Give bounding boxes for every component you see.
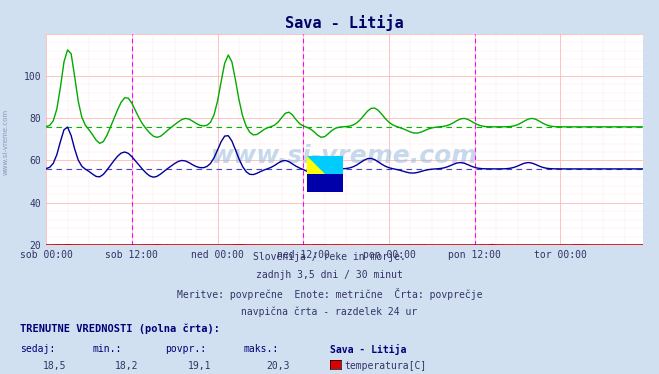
Polygon shape <box>307 156 343 192</box>
Text: temperatura[C]: temperatura[C] <box>344 361 426 371</box>
Text: Slovenija / reke in morje.: Slovenija / reke in morje. <box>253 252 406 263</box>
Text: www.si-vreme.com: www.si-vreme.com <box>2 109 9 175</box>
Text: Meritve: povprečne  Enote: metrične  Črta: povprečje: Meritve: povprečne Enote: metrične Črta:… <box>177 288 482 300</box>
Text: 18,2: 18,2 <box>115 361 138 371</box>
Polygon shape <box>307 156 343 192</box>
Text: sedaj:: sedaj: <box>20 344 55 354</box>
Text: TRENUTNE VREDNOSTI (polna črta):: TRENUTNE VREDNOSTI (polna črta): <box>20 324 219 334</box>
Text: Sava - Litija: Sava - Litija <box>330 344 406 355</box>
Text: 19,1: 19,1 <box>187 361 211 371</box>
Text: 20,3: 20,3 <box>266 361 290 371</box>
Title: Sava - Litija: Sava - Litija <box>285 14 404 31</box>
Text: povpr.:: povpr.: <box>165 344 206 354</box>
Text: navpična črta - razdelek 24 ur: navpična črta - razdelek 24 ur <box>241 306 418 317</box>
Polygon shape <box>307 174 343 192</box>
Text: min.:: min.: <box>92 344 122 354</box>
Text: www.si-vreme.com: www.si-vreme.com <box>211 144 478 168</box>
Text: zadnjh 3,5 dni / 30 minut: zadnjh 3,5 dni / 30 minut <box>256 270 403 280</box>
Text: 18,5: 18,5 <box>42 361 66 371</box>
Text: maks.:: maks.: <box>244 344 279 354</box>
